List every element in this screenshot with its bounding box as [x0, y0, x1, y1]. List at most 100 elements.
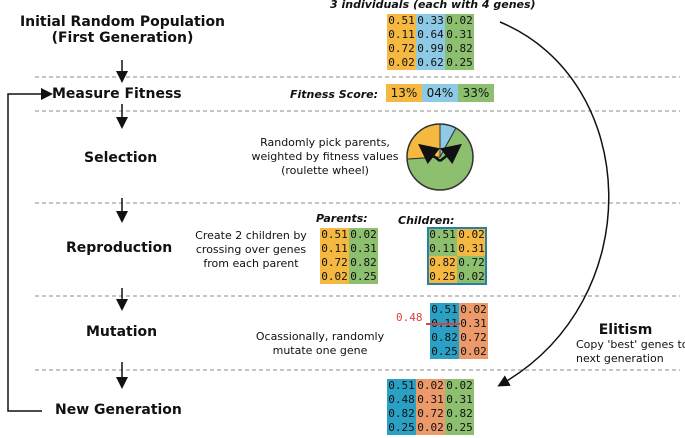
- mutation-desc-line1: Ocassionally, randomly: [255, 330, 385, 343]
- gene-cell: 0.62: [416, 56, 445, 70]
- grid-row: 0.11 0.31: [430, 317, 488, 331]
- stage-selection: Selection: [84, 150, 158, 166]
- children-grid: 0.51 0.02 0.11 0.31 0.82 0.72 0.25 0.02: [427, 227, 487, 285]
- fitness-scores: 13% 04% 33%: [386, 84, 494, 102]
- gene-cell: 0.02: [387, 56, 416, 70]
- gene-cell: 0.02: [457, 270, 486, 284]
- reproduction-desc-line2: crossing over genes: [195, 243, 307, 256]
- parents-label: Parents:: [316, 212, 368, 225]
- grid-row: 0.25 0.02: [428, 270, 486, 284]
- grid-row: 0.51 0.02: [320, 228, 378, 242]
- fitness-score-2: 04%: [422, 84, 458, 102]
- gene-cell: 0.31: [445, 393, 474, 407]
- population-header: 3 individuals (each with 4 genes): [330, 0, 536, 11]
- gene-cell: 0.02: [459, 345, 488, 359]
- stage-initial: Initial Random Population (First Generat…: [0, 14, 245, 46]
- fitness-label: Fitness Score:: [290, 88, 379, 101]
- gene-cell: 0.51: [428, 228, 457, 242]
- grid-row: 0.11 0.31: [320, 242, 378, 256]
- stage-new-generation: New Generation: [55, 402, 182, 418]
- gene-cell: 0.82: [428, 256, 457, 270]
- reproduction-desc-line3: from each parent: [203, 257, 299, 270]
- grid-row: 0.02 0.62 0.25: [387, 56, 474, 70]
- gene-cell: 0.31: [457, 242, 486, 256]
- grid-row: 0.72 0.99 0.82: [387, 42, 474, 56]
- new-generation-grid: 0.51 0.02 0.02 0.48 0.31 0.31 0.82 0.72 0.82 0.25…: [387, 379, 474, 435]
- roulette-wheel: [406, 123, 474, 191]
- gene-cell: 0.02: [349, 228, 378, 242]
- stage-measure-fitness: Measure Fitness: [52, 86, 182, 102]
- gene-cell: 0.02: [445, 379, 474, 393]
- gene-cell: 0.31: [416, 393, 445, 407]
- gene-cell: 0.72: [459, 331, 488, 345]
- gene-cell: 0.51: [430, 303, 459, 317]
- selection-desc-line2: weighted by fitness values: [251, 150, 399, 163]
- elitism-line1: Copy 'best' genes to: [576, 338, 685, 351]
- gene-cell: 0.82: [445, 42, 474, 56]
- grid-row: 0.51 0.02: [428, 228, 486, 242]
- grid-row: 0.25 0.02 0.25: [387, 421, 474, 435]
- grid-row: 0.48 0.31 0.31: [387, 393, 474, 407]
- reproduction-desc-line1: Create 2 children by: [195, 229, 307, 242]
- elitism-line2: next generation: [576, 352, 664, 365]
- gene-cell: 0.25: [387, 421, 416, 435]
- mutation-strike-icon: [426, 323, 460, 325]
- grid-row: 0.82 0.72: [428, 256, 486, 270]
- grid-row: 0.51 0.02 0.02: [387, 379, 474, 393]
- stage-initial-title: Initial Random Population: [19, 14, 226, 30]
- gene-cell: 0.02: [416, 421, 445, 435]
- gene-cell: 0.11: [387, 28, 416, 42]
- reproduction-description: Create 2 children by crossing over genes…: [186, 229, 316, 271]
- gene-cell: 0.25: [349, 270, 378, 284]
- gene-cell: 0.31: [445, 28, 474, 42]
- gene-cell: 0.72: [416, 407, 445, 421]
- grid-row: 0.02 0.25: [320, 270, 378, 284]
- gene-cell: 0.11: [428, 242, 457, 256]
- roulette-outline: [406, 123, 474, 191]
- gene-cell: 0.82: [387, 407, 416, 421]
- stage-mutation: Mutation: [86, 324, 158, 340]
- elitism-block: Elitism Copy 'best' genes to next genera…: [568, 322, 685, 366]
- grid-row: 0.11 0.31: [428, 242, 486, 256]
- gene-cell: 0.25: [445, 56, 474, 70]
- grid-row: 0.82 0.72 0.82: [387, 407, 474, 421]
- gene-cell: 0.82: [349, 256, 378, 270]
- mutation-grid: 0.51 0.02 0.11 0.31 0.82 0.72 0.25 0.02: [430, 303, 488, 359]
- gene-cell: 0.02: [459, 303, 488, 317]
- gene-cell: 0.48: [387, 393, 416, 407]
- mutation-old-value: 0.48: [396, 311, 423, 324]
- selection-desc-line3: (roulette wheel): [281, 164, 369, 177]
- gene-cell: 0.31: [349, 242, 378, 256]
- children-label: Children:: [398, 214, 455, 227]
- fitness-score-1: 13%: [386, 84, 422, 102]
- roulette-pointer-icon: [418, 143, 441, 165]
- selection-desc-line1: Randomly pick parents,: [260, 136, 390, 149]
- gene-cell: 0.31: [459, 317, 488, 331]
- grid-row: 0.11 0.64 0.31: [387, 28, 474, 42]
- gene-cell: 0.99: [416, 42, 445, 56]
- gene-cell: 0.51: [387, 379, 416, 393]
- gene-cell: 0.82: [445, 407, 474, 421]
- grid-row: 0.72 0.82: [320, 256, 378, 270]
- grid-row: 0.25 0.02: [430, 345, 488, 359]
- gene-cell: 0.33: [416, 14, 445, 28]
- parents-grid: 0.51 0.02 0.11 0.31 0.72 0.82 0.02 0.25: [320, 228, 378, 284]
- grid-row: 0.82 0.72: [430, 331, 488, 345]
- fitness-score-3: 33%: [458, 84, 494, 102]
- gene-cell: 0.51: [320, 228, 349, 242]
- gene-cell: 0.02: [320, 270, 349, 284]
- elitism-title: Elitism: [598, 322, 653, 338]
- gene-cell: 0.25: [430, 345, 459, 359]
- stage-initial-subtitle: (First Generation): [51, 30, 194, 46]
- mutation-description: Ocassionally, randomly mutate one gene: [250, 330, 390, 358]
- gene-cell: 0.72: [387, 42, 416, 56]
- gene-cell: 0.72: [320, 256, 349, 270]
- stage-reproduction: Reproduction: [66, 240, 173, 256]
- gene-cell: 0.25: [445, 421, 474, 435]
- gene-cell: 0.02: [416, 379, 445, 393]
- elitism-arrow: [497, 21, 610, 387]
- gene-cell: 0.25: [428, 270, 457, 284]
- grid-row: 0.51 0.02: [430, 303, 488, 317]
- gene-cell: 0.11: [320, 242, 349, 256]
